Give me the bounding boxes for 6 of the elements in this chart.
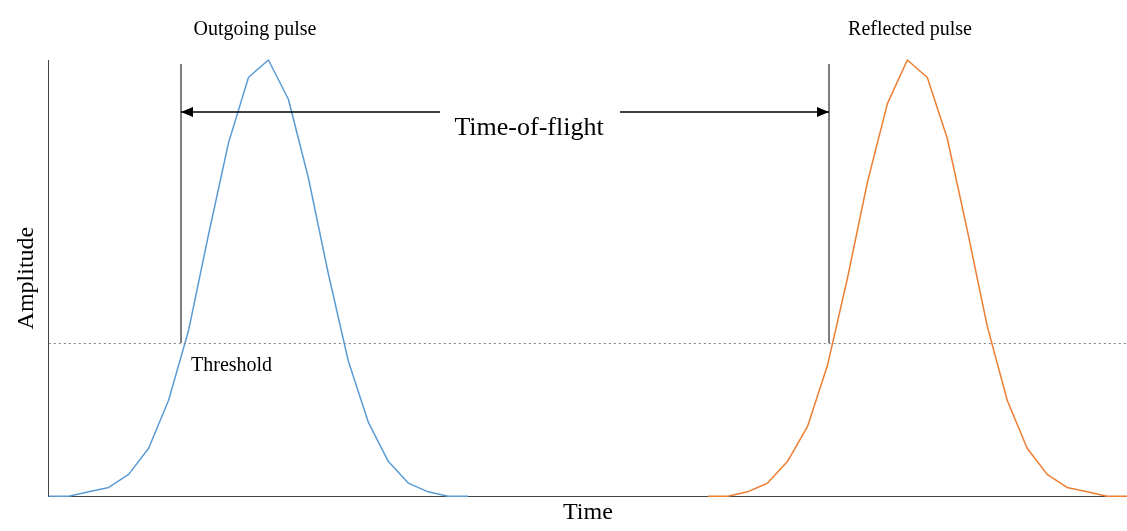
text: Outgoing pulse	[193, 17, 317, 41]
ref-line-label: Threshold	[191, 352, 273, 375]
y-axis-title: Amplitude	[11, 226, 38, 330]
text: Reflected pulse	[848, 17, 973, 41]
annotation: Time-of-flight	[454, 111, 605, 141]
x-axis-title: Time	[562, 497, 613, 524]
